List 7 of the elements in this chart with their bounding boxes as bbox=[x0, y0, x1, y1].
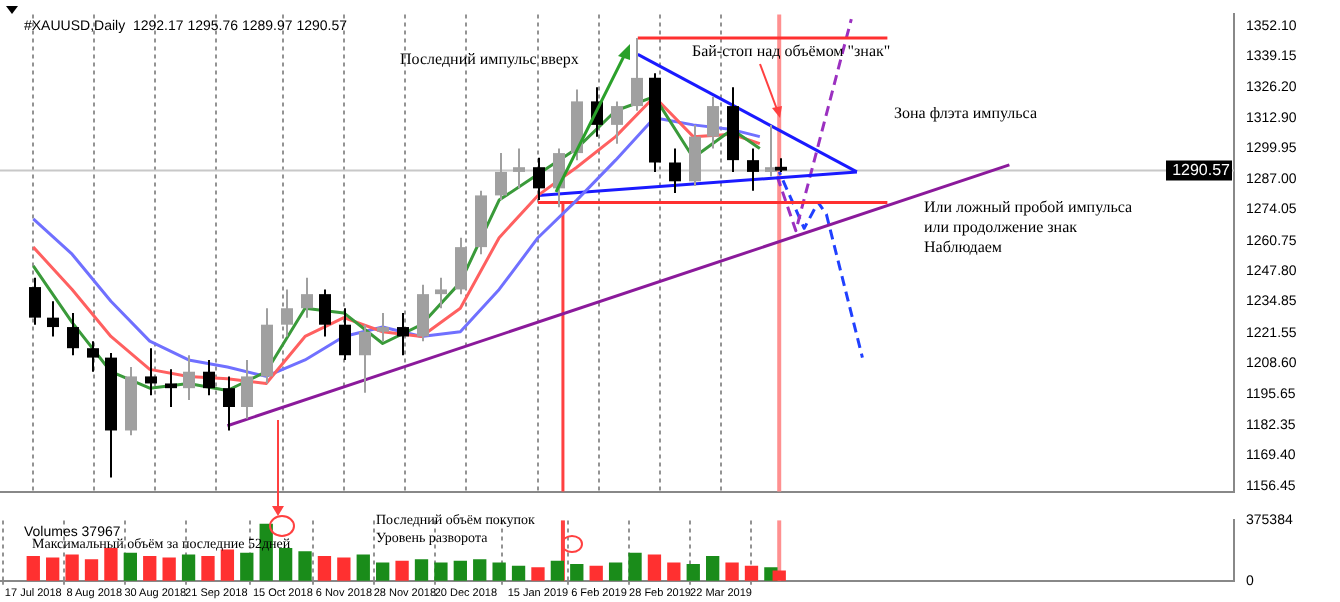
annotation: Зона флэта импульса bbox=[894, 104, 1038, 123]
annotation: или продолжение знак bbox=[924, 218, 1078, 237]
annotation: Последний импульс вверх bbox=[400, 50, 579, 69]
ref-line-label: 1290.57 bbox=[1172, 160, 1232, 179]
annotation: Наблюдаем bbox=[924, 238, 1002, 257]
annotation: Бай-стоп над объёмом "знак" bbox=[692, 42, 891, 61]
annotation: Или ложный пробой импульса bbox=[924, 198, 1134, 217]
